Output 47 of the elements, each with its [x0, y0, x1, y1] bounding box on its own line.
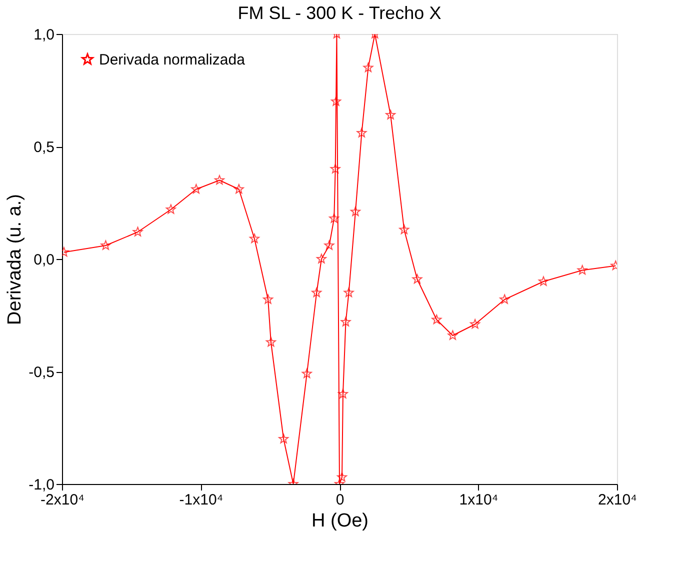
- y-tick-label: -0,5: [28, 364, 54, 381]
- legend-label: Derivada normalizada: [99, 52, 246, 68]
- point: [399, 224, 410, 234]
- point: [100, 240, 111, 250]
- point: [500, 294, 510, 304]
- point: [324, 240, 334, 250]
- point: [132, 226, 143, 236]
- point: [356, 128, 367, 138]
- point: [340, 316, 351, 326]
- point: [448, 330, 458, 340]
- point: [344, 288, 354, 298]
- point: [263, 294, 274, 304]
- point: [312, 288, 322, 298]
- point: [266, 337, 276, 347]
- y-tick-label: -1,0: [28, 476, 54, 494]
- point: [577, 265, 588, 275]
- y-tick-label: 1,0: [34, 26, 54, 44]
- point: [350, 206, 360, 216]
- x-tick-label: 1x10⁴: [459, 492, 498, 508]
- point: [234, 184, 244, 194]
- x-axis-title: H (Oe): [312, 510, 368, 532]
- point: [278, 434, 289, 444]
- y-tick-label: 0,0: [34, 252, 54, 268]
- chart-title: FM SL - 300 K - Trecho X: [238, 3, 442, 23]
- x-tick-label: 0: [336, 492, 344, 508]
- point: [166, 204, 176, 214]
- point: [316, 254, 326, 264]
- point: [191, 184, 202, 194]
- point: [249, 234, 260, 244]
- point: [330, 164, 340, 174]
- x-tick-label: 2x10⁴: [598, 492, 637, 508]
- point: [363, 62, 374, 72]
- x-tick-label: -2x10⁴: [40, 492, 84, 508]
- point: [412, 274, 422, 284]
- point: [338, 388, 348, 398]
- y-axis-title: Derivada (u. a.): [4, 194, 26, 325]
- point: [329, 213, 340, 223]
- point: [336, 472, 348, 482]
- point: [302, 368, 312, 378]
- y-tick-label: 0,5: [34, 139, 54, 156]
- point: [538, 276, 548, 286]
- point: [386, 110, 396, 120]
- x-tick-label: -1x10⁴: [179, 492, 224, 508]
- point: [470, 319, 480, 329]
- point: [432, 314, 442, 324]
- point: [214, 175, 224, 185]
- point: [331, 96, 342, 106]
